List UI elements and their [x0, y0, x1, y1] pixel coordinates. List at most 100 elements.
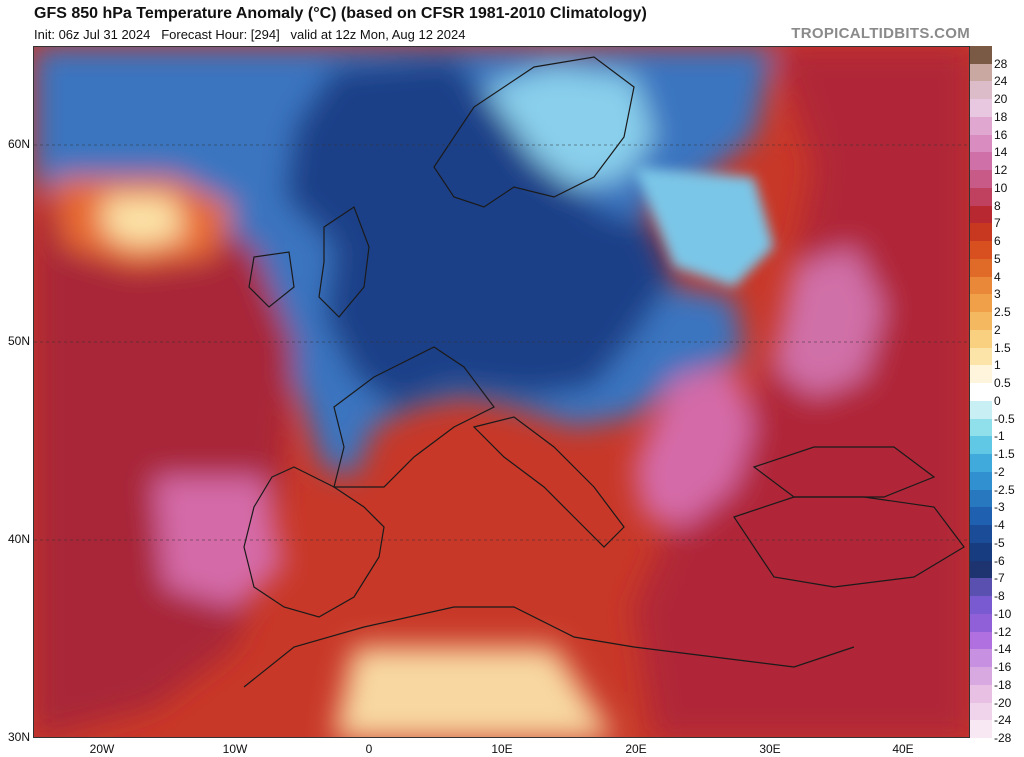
lon-label: 20E: [625, 742, 647, 756]
lat-label: 40N: [7, 532, 30, 546]
colorbar-label: 24: [994, 74, 1008, 89]
colorbar-label: 5: [994, 251, 1001, 266]
forecast-hour: Forecast Hour: [294]: [161, 27, 280, 42]
init-time: Init: 06z Jul 31 2024: [34, 27, 151, 42]
colorbar-label: 1.5: [994, 340, 1011, 355]
colorbar-swatch: [970, 187, 992, 207]
colorbar-label: -2: [994, 464, 1005, 479]
colorbar-swatch: [970, 418, 992, 437]
colorbar-swatch: [970, 436, 992, 455]
lat-label: 50N: [7, 334, 30, 348]
colorbar-label: -28: [994, 731, 1012, 745]
map-title: GFS 850 hPa Temperature Anomaly (°C) (ba…: [34, 5, 647, 22]
colorbar-swatch: [970, 258, 992, 278]
colorbar-label: 2: [994, 322, 1001, 337]
colorbar-swatch: [970, 312, 992, 331]
colorbar-swatch: [970, 702, 992, 721]
colorbar-label: 28: [994, 56, 1008, 71]
colorbar-swatch: [970, 596, 992, 615]
colorbar-swatch: [970, 507, 992, 526]
colorbar-label: 6: [994, 234, 1001, 249]
cold-core-region: [284, 57, 674, 407]
colorbar-label: 20: [994, 92, 1008, 107]
pink-atlantic: [154, 477, 284, 607]
graticule: [34, 144, 969, 541]
colorbar-label: 12: [994, 163, 1008, 178]
colorbar-swatch: [970, 81, 992, 100]
colorbar-swatch: [970, 329, 992, 349]
cool-scandinavia: [484, 67, 654, 187]
coast-north-africa: [243, 606, 855, 688]
colorbar-label: 0: [994, 393, 1001, 408]
colorbar-label: -16: [994, 660, 1012, 675]
lon-label: 30E: [759, 742, 781, 756]
colorbar-label: -24: [994, 713, 1012, 728]
lon-label: 40E: [892, 742, 914, 756]
colorbar-label: 3: [994, 287, 1001, 302]
colorbar-label: 1: [994, 358, 1001, 373]
colorbar-swatch: [970, 347, 992, 366]
colorbar-swatch: [970, 46, 992, 65]
colorbar-swatch: [970, 99, 992, 118]
pale-spot: [104, 197, 184, 247]
lat-label: 60N: [7, 137, 30, 151]
colorbar-swatch: [970, 525, 992, 544]
colorbar-swatch: [970, 613, 992, 633]
pink-balkans: [634, 367, 754, 527]
colorbar-label: 4: [994, 269, 1001, 284]
colorbar-swatch: [970, 720, 992, 739]
colorbar-label: -4: [994, 518, 1005, 533]
coast-italy: [472, 416, 625, 548]
warm-east-europe: [634, 47, 969, 737]
colorbar-swatch: [970, 471, 992, 491]
lon-label: 0: [365, 742, 373, 756]
colorbar-swatch: [970, 667, 992, 686]
colorbar-swatch: [970, 294, 992, 313]
colorbar-swatch: [970, 205, 992, 224]
lat-label: 30N: [7, 730, 30, 744]
lon-label: 10E: [491, 742, 513, 756]
anomaly-map[interactable]: [33, 46, 970, 738]
run-info: Init: 06z Jul 31 2024 Forecast Hour: [29…: [34, 27, 465, 42]
coastlines: [243, 56, 965, 688]
colorbar-label: 7: [994, 216, 1001, 231]
colorbar-swatch: [970, 152, 992, 171]
colorbar: [970, 46, 992, 739]
colorbar-swatch: [970, 649, 992, 668]
colorbar-swatch: [970, 489, 992, 508]
colorbar-label: 8: [994, 198, 1001, 213]
colorbar-swatch: [970, 223, 992, 242]
coast-britain: [318, 206, 370, 318]
colorbar-label: 16: [994, 127, 1008, 142]
colorbar-swatch: [970, 400, 992, 420]
colorbar-swatch: [970, 116, 992, 136]
colorbar-label: -1.5: [994, 447, 1015, 462]
colorbar-label: 18: [994, 109, 1008, 124]
brand-watermark: TROPICALTIDBITS.COM: [791, 25, 970, 42]
colorbar-label: -3: [994, 500, 1005, 515]
colorbar-swatch: [970, 241, 992, 260]
colorbar-label: -7: [994, 571, 1005, 586]
colorbar-label: -12: [994, 624, 1012, 639]
colorbar-label: -6: [994, 553, 1005, 568]
colorbar-label: -2.5: [994, 482, 1015, 497]
valid-time: valid at 12z Mon, Aug 12 2024: [290, 27, 466, 42]
colorbar-label: 2.5: [994, 305, 1011, 320]
colorbar-label: -18: [994, 677, 1012, 692]
colorbar-swatch: [970, 383, 992, 402]
colorbar-swatch: [970, 578, 992, 597]
colorbar-swatch: [970, 276, 992, 295]
colorbar-label: 0.5: [994, 376, 1011, 391]
colorbar-label: 14: [994, 145, 1008, 160]
colorbar-label: -10: [994, 606, 1012, 621]
colorbar-swatch: [970, 684, 992, 703]
colorbar-label: -8: [994, 589, 1005, 604]
coast-france: [333, 346, 495, 488]
colorbar-label: 10: [994, 180, 1008, 195]
colorbar-swatch: [970, 170, 992, 189]
anomaly-field: [34, 47, 969, 737]
colorbar-swatch: [970, 542, 992, 562]
coast-scandinavia: [433, 56, 635, 208]
colorbar-swatch: [970, 631, 992, 650]
coast-black-sea: [752, 446, 936, 498]
